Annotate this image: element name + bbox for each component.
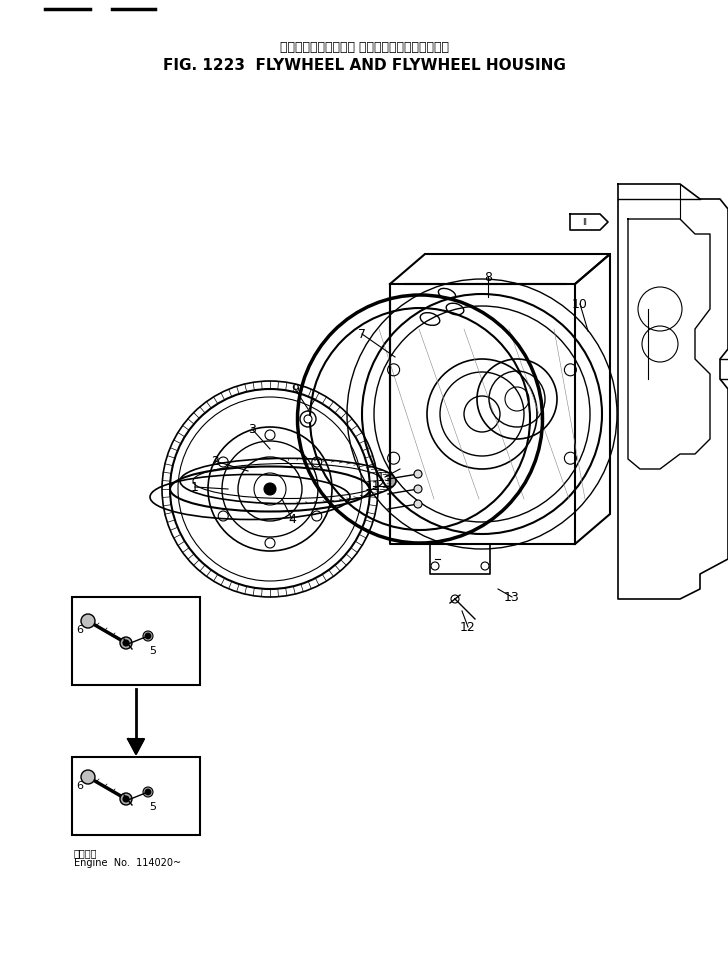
Circle shape [304, 415, 312, 424]
Circle shape [81, 770, 95, 785]
Circle shape [145, 789, 151, 795]
Circle shape [414, 486, 422, 493]
Circle shape [120, 637, 132, 650]
Circle shape [120, 793, 132, 805]
Text: 12: 12 [460, 620, 476, 634]
Bar [72, 597, 200, 685]
Text: 6: 6 [76, 624, 84, 634]
Text: 13: 13 [377, 471, 393, 484]
Text: 5: 5 [149, 801, 157, 811]
Text: 1: 1 [191, 481, 199, 494]
Text: 11: 11 [365, 480, 381, 493]
Circle shape [414, 500, 422, 508]
Text: 9: 9 [291, 383, 299, 396]
Circle shape [123, 796, 129, 802]
Text: 6: 6 [76, 781, 84, 790]
Text: II: II [582, 218, 587, 228]
Text: 2: 2 [211, 455, 219, 468]
Circle shape [143, 631, 153, 641]
Circle shape [145, 633, 151, 639]
Polygon shape [128, 740, 144, 754]
Circle shape [81, 615, 95, 628]
Text: FIG. 1223  FLYWHEEL AND FLYWHEEL HOUSING: FIG. 1223 FLYWHEEL AND FLYWHEEL HOUSING [162, 59, 566, 73]
Text: 13: 13 [504, 591, 520, 604]
Circle shape [123, 640, 129, 647]
Circle shape [414, 471, 422, 479]
Text: 5: 5 [149, 646, 157, 656]
Circle shape [264, 484, 276, 495]
Text: 8: 8 [484, 272, 492, 284]
Text: フライホイールおよび フライホイールハウジング: フライホイールおよび フライホイールハウジング [280, 41, 448, 55]
Text: 10: 10 [572, 298, 588, 312]
Text: Engine  No.  114020~: Engine No. 114020~ [74, 857, 181, 868]
Text: 適用年式: 適用年式 [74, 847, 98, 857]
Bar [72, 757, 200, 835]
Text: 4: 4 [288, 513, 296, 526]
Text: 7: 7 [358, 328, 366, 341]
Text: 3: 3 [248, 423, 256, 436]
Circle shape [143, 787, 153, 797]
